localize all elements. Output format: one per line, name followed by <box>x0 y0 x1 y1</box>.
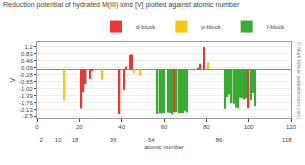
svg-text:100: 100 <box>244 124 255 130</box>
svg-text:0.09: 0.09 <box>21 65 33 71</box>
svg-text:86: 86 <box>216 137 223 143</box>
svg-text:-2.5: -2.5 <box>22 113 33 119</box>
svg-text:60: 60 <box>161 124 168 130</box>
svg-text:-0.28: -0.28 <box>19 72 33 78</box>
svg-text:-1.02: -1.02 <box>19 86 33 92</box>
svg-text:80: 80 <box>203 124 210 130</box>
svg-text:1.2: 1.2 <box>24 44 33 50</box>
svg-text:f-block: f-block <box>267 24 286 30</box>
svg-text:Reduction potential of hydrate: Reduction potential of hydrated M(III) i… <box>3 1 240 9</box>
svg-text:-2.13: -2.13 <box>19 107 33 113</box>
svg-text:54: 54 <box>148 137 155 143</box>
svg-text:10: 10 <box>55 137 62 143</box>
svg-text:2: 2 <box>40 137 44 143</box>
svg-text:p-block: p-block <box>201 24 221 30</box>
svg-text:18: 18 <box>72 137 79 143</box>
svg-text:0: 0 <box>35 124 39 130</box>
svg-text:0.46: 0.46 <box>21 58 33 64</box>
svg-text:V: V <box>9 77 16 82</box>
svg-text:-1.76: -1.76 <box>19 100 33 106</box>
svg-text:20: 20 <box>76 124 83 130</box>
svg-text:0.83: 0.83 <box>21 51 33 57</box>
svg-text:d-block: d-block <box>136 24 156 30</box>
svg-text:120: 120 <box>286 124 297 130</box>
svg-text:© Mark Winter (webelements.com: © Mark Winter (webelements.com) <box>296 42 302 119</box>
svg-text:40: 40 <box>118 124 125 130</box>
svg-text:atomic number: atomic number <box>144 144 184 150</box>
svg-text:118: 118 <box>282 137 292 143</box>
svg-text:-0.65: -0.65 <box>19 79 33 85</box>
svg-text:-1.39: -1.39 <box>19 93 33 99</box>
svg-text:36: 36 <box>110 137 117 143</box>
